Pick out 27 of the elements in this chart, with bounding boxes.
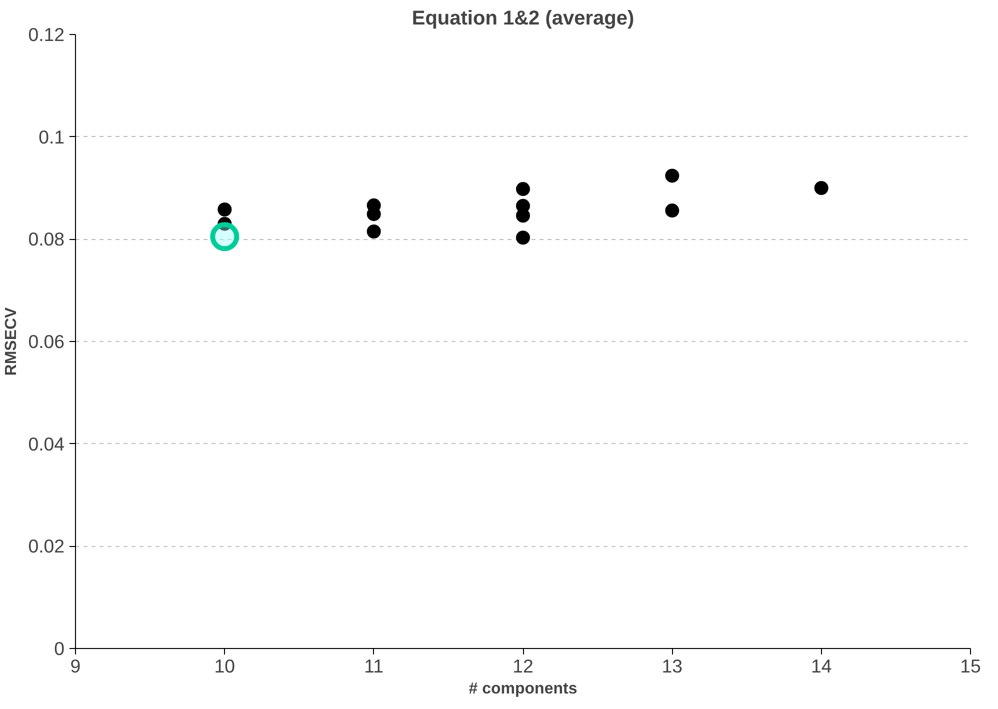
x-tick-label: 12 bbox=[512, 656, 534, 676]
x-tick-label: 10 bbox=[214, 656, 236, 676]
x-tick-label: 14 bbox=[810, 656, 832, 676]
y-tick-label: 0.08 bbox=[28, 228, 64, 250]
y-tick-label: 0.02 bbox=[28, 536, 64, 557]
y-tick-label: 0.06 bbox=[28, 331, 64, 352]
point bbox=[366, 224, 381, 238]
point bbox=[665, 204, 680, 218]
point bbox=[210, 222, 240, 252]
point bbox=[516, 182, 530, 196]
point bbox=[218, 202, 232, 216]
point bbox=[218, 216, 232, 231]
x-tick-label: 13 bbox=[662, 656, 683, 676]
y-tick-label: 0 bbox=[54, 638, 65, 659]
x-tick-label: 9 bbox=[70, 656, 81, 676]
y-axis-title: RMSECV bbox=[3, 306, 20, 376]
y-tick-label: 0.12 bbox=[28, 24, 64, 45]
y-tick-label: 0.04 bbox=[28, 433, 64, 454]
point bbox=[814, 181, 828, 195]
x-tick-label: 15 bbox=[960, 656, 981, 676]
point bbox=[516, 230, 530, 245]
point bbox=[665, 168, 680, 183]
chart-title: Equation 1&2 (average) bbox=[412, 8, 634, 30]
x-tick-label: 11 bbox=[364, 656, 384, 676]
point bbox=[516, 208, 530, 223]
y-tick-label: 0.1 bbox=[38, 126, 65, 148]
x-axis-title: # components bbox=[468, 680, 578, 698]
